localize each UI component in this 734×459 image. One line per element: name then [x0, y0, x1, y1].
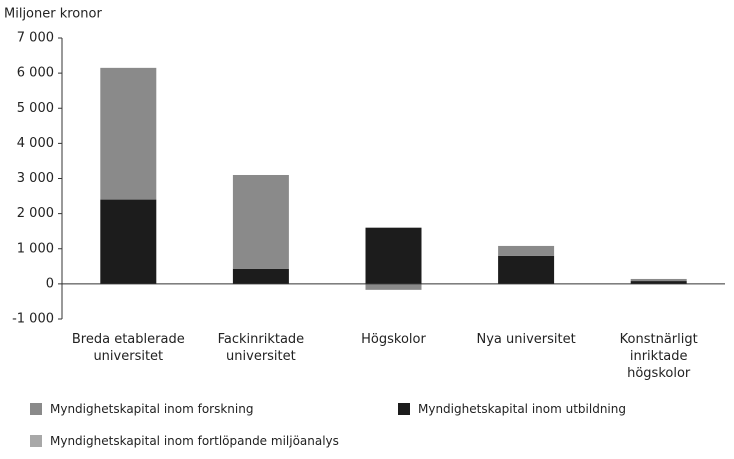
- x-tick-label: Fackinriktade universitet: [217, 332, 305, 364]
- y-axis-label: Miljoner kronor: [4, 7, 102, 22]
- bar-segment: [498, 255, 555, 284]
- bar-segment: [232, 268, 289, 284]
- bar-segment: [630, 278, 687, 282]
- legend-label: Myndighetskapital inom forskning: [50, 402, 254, 416]
- y-tick-label: 1 000: [17, 241, 54, 256]
- y-tick-label: -1 000: [12, 312, 54, 327]
- bar-segment: [365, 283, 422, 290]
- y-tick-label: 3 000: [17, 171, 54, 186]
- y-tick-label: 0: [46, 276, 54, 291]
- bar-segment: [365, 227, 422, 284]
- y-tick-label: 5 000: [17, 101, 54, 116]
- legend-item: Myndighetskapital inom utbildning: [398, 402, 626, 416]
- y-tick-label: 7 000: [17, 31, 54, 46]
- bar-segment: [232, 174, 289, 269]
- x-tick-label: Breda etablerade universitet: [71, 332, 185, 364]
- y-tick-label: 4 000: [17, 136, 54, 151]
- bar-segment: [100, 67, 157, 200]
- x-tick-label: Högskolor: [361, 332, 426, 347]
- legend-label: Myndighetskapital inom utbildning: [418, 402, 626, 416]
- y-tick-label: 2 000: [17, 206, 54, 221]
- bar-segment: [498, 245, 555, 256]
- legend-item: Myndighetskapital inom fortlöpande miljö…: [30, 434, 339, 448]
- legend-label: Myndighetskapital inom fortlöpande miljö…: [50, 434, 339, 448]
- y-tick-label: 6 000: [17, 66, 54, 81]
- x-tick-label: Konstnärligt inriktade högskolor: [619, 332, 698, 381]
- x-tick-label: Nya universitet: [476, 332, 576, 347]
- legend-item: Myndighetskapital inom forskning: [30, 402, 253, 416]
- legend-swatch: [30, 403, 42, 415]
- legend-swatch: [30, 435, 42, 447]
- bar-segment: [630, 281, 687, 284]
- legend-swatch: [398, 403, 410, 415]
- bar-segment: [100, 199, 157, 284]
